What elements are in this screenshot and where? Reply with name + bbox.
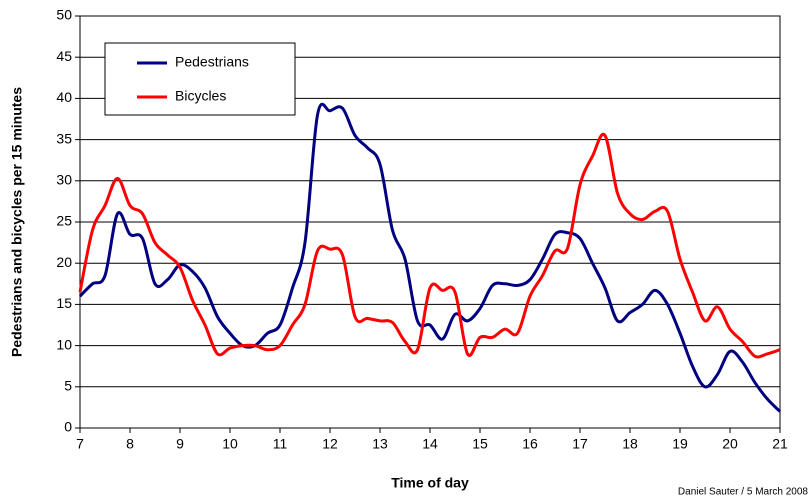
- legend-box: [104, 42, 296, 116]
- legend-label: Pedestrians: [175, 54, 249, 70]
- x-tick-label: 21: [772, 436, 788, 452]
- y-tick-label: 15: [56, 295, 72, 311]
- y-tick-label: 10: [56, 336, 72, 352]
- x-tick-label: 10: [222, 436, 238, 452]
- y-tick-label: 40: [56, 89, 72, 105]
- x-tick-label: 17: [572, 436, 588, 452]
- y-tick-label: 0: [64, 419, 72, 435]
- y-tick-label: 50: [56, 7, 72, 23]
- y-tick-label: 45: [56, 48, 72, 64]
- y-tick-label: 5: [64, 378, 72, 394]
- x-tick-label: 19: [672, 436, 688, 452]
- x-tick-label: 9: [176, 436, 184, 452]
- y-tick-label: 30: [56, 172, 72, 188]
- y-tick-label: 20: [56, 254, 72, 270]
- y-axis-label: Pedestrians and bicycles per 15 minutes: [9, 87, 25, 357]
- x-tick-label: 12: [322, 436, 338, 452]
- x-tick-label: 7: [76, 436, 84, 452]
- x-tick-label: 13: [372, 436, 388, 452]
- x-axis-label: Time of day: [391, 475, 469, 491]
- legend-label: Bicycles: [175, 88, 226, 104]
- credit: Daniel Sauter / 5 March 2008: [678, 487, 809, 498]
- x-tick-label: 14: [422, 436, 438, 452]
- x-tick-label: 16: [522, 436, 538, 452]
- series-line: [78, 132, 781, 359]
- x-tick-label: 15: [472, 436, 488, 452]
- x-tick-label: 11: [273, 436, 288, 452]
- y-tick-label: 25: [56, 213, 72, 229]
- x-tick-label: 8: [126, 436, 134, 452]
- y-tick-label: 35: [56, 130, 72, 146]
- series-line: [78, 102, 782, 413]
- x-tick-label: 18: [622, 436, 638, 452]
- x-tick-label: 20: [722, 436, 738, 452]
